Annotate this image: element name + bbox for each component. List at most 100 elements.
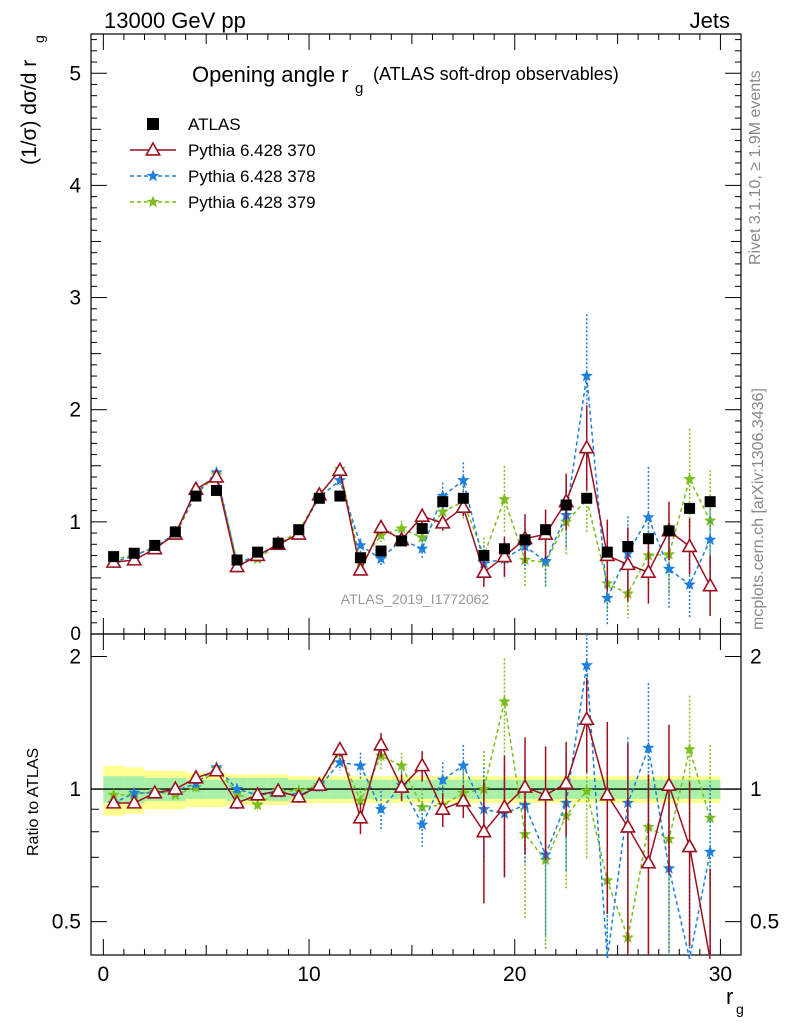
- star-marker: [374, 802, 388, 815]
- star-marker: [395, 522, 408, 534]
- header-right: Jets: [690, 8, 730, 33]
- side-rivet: Rivet 3.1.10, ≥ 1.9M events: [747, 70, 764, 265]
- x-tick-label: 30: [709, 963, 732, 986]
- atlas-point: [416, 523, 428, 535]
- triangle-marker: [290, 788, 307, 803]
- atlas-point: [293, 524, 305, 536]
- star-marker: [580, 784, 593, 797]
- star-marker: [354, 538, 367, 551]
- star-marker: [354, 794, 367, 807]
- star-marker: [436, 773, 449, 785]
- ratio-y-tick-label-right: 1: [750, 778, 762, 801]
- star-marker: [146, 169, 160, 182]
- triangle-marker: [496, 547, 513, 563]
- legend: ATLAS Pythia 6.428 370 Pythia 6.428 378 Pyt…: [130, 115, 316, 212]
- atlas-point: [149, 539, 161, 551]
- triangle-marker: [146, 784, 163, 799]
- star-marker: [354, 759, 367, 771]
- series-line: [113, 665, 711, 960]
- atlas-point: [169, 526, 181, 538]
- yaxis-top-label-group: (1/σ) dσ/d r: [18, 60, 41, 165]
- plot-frames: [90, 33, 742, 956]
- series-line: [113, 467, 711, 595]
- series-line: [113, 445, 711, 587]
- star-marker: [333, 473, 347, 486]
- triangle-marker: [331, 461, 348, 476]
- legend-label: ATLAS: [188, 115, 241, 134]
- side-mcplots-group: mcplots.cern.ch [arXiv:1306.3436]: [750, 388, 767, 630]
- triangle-marker: [144, 141, 162, 156]
- x-tick-label: 0: [97, 963, 109, 986]
- triangle-marker: [475, 563, 492, 579]
- triangle-marker: [537, 786, 554, 801]
- atlas-point: [519, 534, 531, 546]
- star-marker: [580, 658, 593, 671]
- ratio-y-tick-label: 1: [69, 778, 81, 801]
- triangle-marker: [640, 563, 657, 579]
- atlas-point: [375, 545, 387, 557]
- atlas-point: [498, 543, 510, 555]
- triangle-marker: [414, 507, 431, 522]
- atlas-point: [231, 554, 243, 566]
- star-marker: [642, 741, 655, 754]
- atlas-point: [457, 492, 469, 504]
- atlas-point: [354, 552, 366, 564]
- star-marker: [416, 818, 429, 830]
- triangle-marker: [681, 838, 698, 853]
- legend-label: Pythia 6.428 370: [188, 141, 316, 160]
- y-tick-label: 2: [69, 399, 81, 422]
- y-tick-label: 0: [70, 624, 81, 645]
- legend-label: Pythia 6.428 378: [188, 167, 316, 186]
- main-series-atlas: [108, 484, 716, 566]
- ratio-y-tick-label-right: 2: [750, 646, 762, 669]
- y-tick-label: 1: [69, 511, 81, 534]
- triangle-marker: [126, 551, 143, 566]
- triangle-marker: [455, 498, 472, 513]
- triangle-marker: [311, 776, 328, 792]
- triangle-marker: [352, 809, 369, 824]
- triangle-marker: [373, 518, 390, 534]
- legend-label: Pythia 6.428 379: [188, 193, 316, 212]
- star-marker: [128, 786, 141, 799]
- ratio-frame: [90, 633, 742, 956]
- triangle-marker: [414, 757, 431, 772]
- star-marker: [436, 489, 449, 502]
- atlas-point: [601, 546, 613, 558]
- atlas-point: [581, 492, 593, 504]
- star-marker: [704, 811, 717, 824]
- triangle-marker: [126, 794, 143, 809]
- triangle-marker: [208, 762, 225, 777]
- series-line: [113, 701, 711, 941]
- series-line: [113, 375, 711, 601]
- atlas-point: [540, 524, 552, 536]
- y-tick-label: 3: [69, 287, 81, 310]
- triangle-marker: [229, 794, 246, 809]
- watermark: ATLAS_2019_I1772062: [341, 591, 490, 607]
- star-marker: [683, 472, 696, 485]
- star-marker: [498, 695, 511, 707]
- main-series-p378: [107, 314, 717, 627]
- star-marker: [704, 845, 717, 858]
- y-tick-label: 4: [69, 174, 81, 197]
- atlas-point: [334, 490, 346, 502]
- triangle-marker: [434, 514, 451, 529]
- yaxis-bottom-label-group: Ratio to ATLAS: [25, 748, 42, 856]
- triangle-marker: [167, 780, 184, 795]
- atlas-point: [190, 490, 202, 502]
- atlas-point: [252, 546, 264, 558]
- y-tick-label: 5: [69, 62, 81, 85]
- atlas-point: [437, 496, 449, 508]
- star-marker: [374, 552, 388, 565]
- triangle-marker: [105, 794, 122, 809]
- star-marker: [107, 788, 120, 801]
- side-mcplots: mcplots.cern.ch [arXiv:1306.3436]: [750, 388, 767, 630]
- star-marker: [395, 759, 408, 771]
- triangle-marker: [619, 555, 636, 571]
- star-marker: [580, 369, 593, 382]
- atlas-point: [313, 492, 325, 504]
- star-marker: [662, 562, 676, 575]
- star-marker: [230, 782, 244, 795]
- ratio-series-p370: [105, 677, 711, 960]
- chart-title-main: Opening angle r: [192, 62, 349, 87]
